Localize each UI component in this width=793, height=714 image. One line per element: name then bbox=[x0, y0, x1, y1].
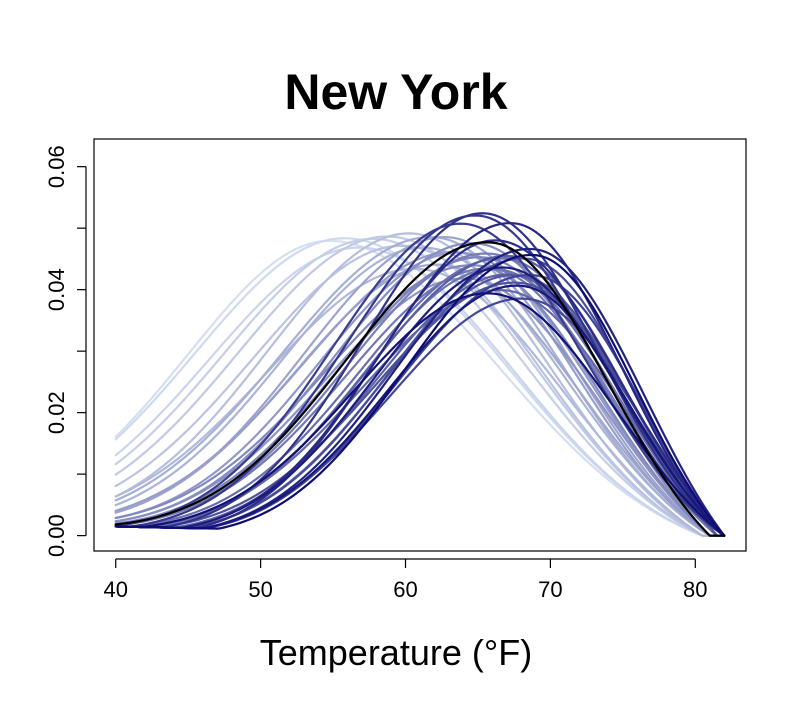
density-curve bbox=[114, 277, 726, 537]
density-curve bbox=[114, 266, 726, 537]
density-curve bbox=[114, 232, 726, 537]
x-tick-label: 50 bbox=[248, 577, 272, 602]
x-tick-label: 40 bbox=[103, 577, 127, 602]
density-curve bbox=[114, 292, 726, 537]
density-curve bbox=[114, 250, 726, 537]
density-curve bbox=[114, 284, 726, 537]
y-tick-label: 0.04 bbox=[44, 268, 69, 311]
density-curve bbox=[114, 256, 726, 537]
curves-layer bbox=[114, 212, 726, 537]
x-tick-label: 80 bbox=[683, 577, 707, 602]
x-axis-label: Temperature (°F) bbox=[260, 632, 532, 673]
density-curve bbox=[114, 246, 726, 537]
density-curve bbox=[114, 253, 726, 537]
x-tick-label: 60 bbox=[393, 577, 417, 602]
density-curve bbox=[114, 246, 726, 537]
density-curve bbox=[114, 267, 726, 537]
y-tick-label: 0.06 bbox=[44, 145, 69, 188]
plot-frame bbox=[93, 138, 747, 552]
chart-title: New York bbox=[284, 64, 507, 120]
y-axis: 0.00 0.02 0.04 0.06 bbox=[44, 145, 87, 557]
density-curve bbox=[114, 212, 726, 537]
y-tick-label: 0.02 bbox=[44, 391, 69, 434]
x-tick-label: 70 bbox=[538, 577, 562, 602]
highlight-density-curve bbox=[114, 241, 726, 537]
y-tick-label: 0.00 bbox=[44, 514, 69, 557]
x-axis: 40 50 60 70 80 bbox=[103, 558, 708, 602]
